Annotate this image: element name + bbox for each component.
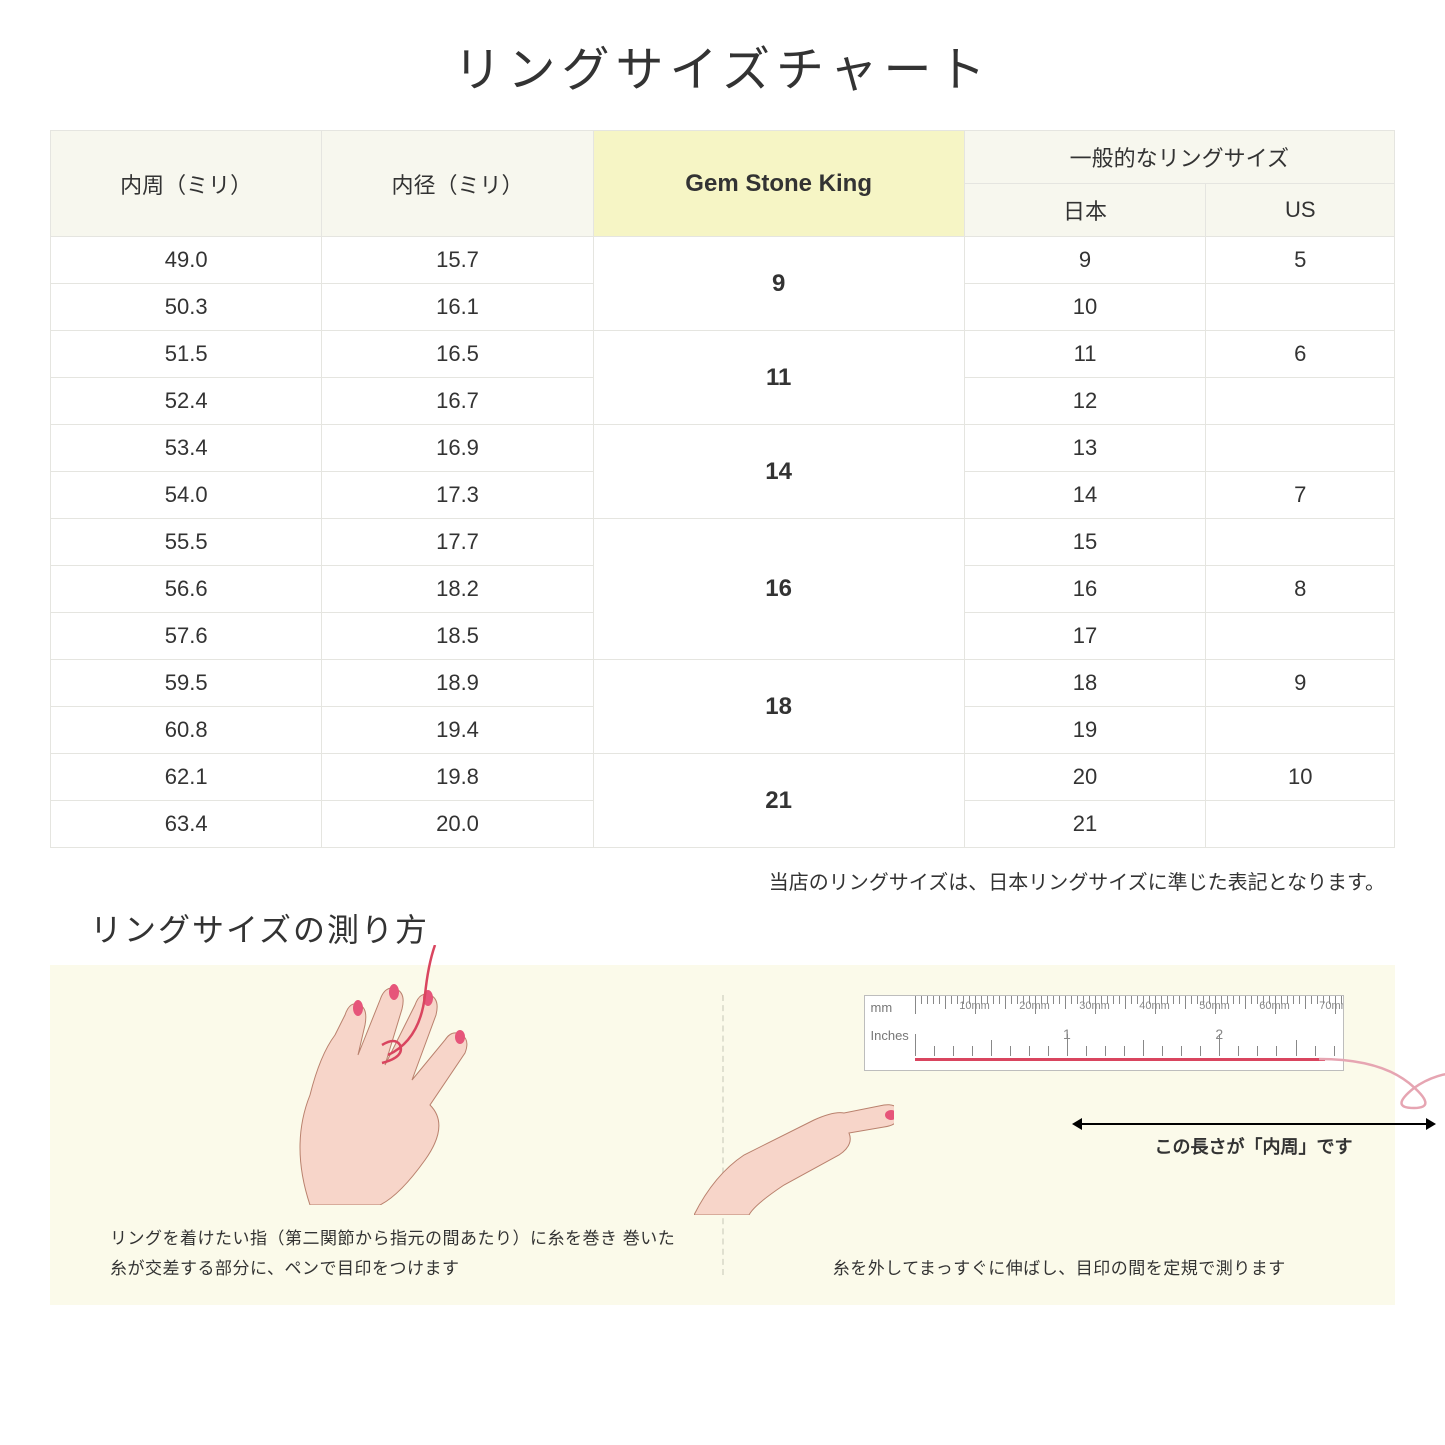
cell-japan: 21 [964,801,1206,848]
cell-japan: 16 [964,566,1206,613]
cell-us: 6 [1206,331,1395,378]
cell-gsk: 14 [593,425,964,519]
cell-gsk: 16 [593,519,964,660]
cell-circumference: 54.0 [51,472,322,519]
howto-right: mm Inches 10mm 20mm 30mm 40mm 50mm 60mm 70mm 1 2… [724,965,1396,1305]
table-row: 51.516.511116 [51,331,1395,378]
cell-japan: 19 [964,707,1206,754]
th-diameter: 内径（ミリ） [322,131,593,237]
ruler-mm-mark: 10mm [959,1000,990,1012]
size-chart-table: 内周（ミリ） 内径（ミリ） Gem Stone King 一般的なリングサイズ … [50,130,1395,848]
arrow-label: この長さが「内周」です [1064,1133,1444,1159]
cell-us [1206,378,1395,425]
th-us: US [1206,184,1395,237]
table-row: 55.517.71615 [51,519,1395,566]
ruler: mm Inches 10mm 20mm 30mm 40mm 50mm 60mm 70mm 1 2 [864,995,1344,1071]
cell-circumference: 51.5 [51,331,322,378]
cell-diameter: 18.5 [322,613,593,660]
th-circumference: 内周（ミリ） [51,131,322,237]
ruler-inch-mark: 2 [1215,1026,1223,1042]
cell-japan: 11 [964,331,1206,378]
cell-us [1206,519,1395,566]
left-caption: リングを着けたい指（第二関節から指元の間あたり）に糸を巻き 巻いた糸が交差する部… [110,1224,682,1285]
table-row: 59.518.918189 [51,660,1395,707]
note-text: 当店のリングサイズは、日本リングサイズに準じた表記となります。 [50,866,1395,895]
red-thread-line [915,1058,1325,1061]
ruler-mm-mark: 70mm [1319,1000,1343,1012]
thread-curl [1319,1053,1445,1123]
cell-circumference: 62.1 [51,754,322,801]
th-general: 一般的なリングサイズ [964,131,1394,184]
table-row: 49.015.7995 [51,237,1395,284]
table-row: 53.416.91413 [51,425,1395,472]
cell-diameter: 17.7 [322,519,593,566]
cell-circumference: 55.5 [51,519,322,566]
ruler-mm-label: mm [871,1000,893,1015]
cell-gsk: 21 [593,754,964,848]
cell-us: 9 [1206,660,1395,707]
cell-japan: 14 [964,472,1206,519]
cell-gsk: 18 [593,660,964,754]
hand-left-illustration [250,945,530,1205]
cell-us [1206,613,1395,660]
cell-us [1206,284,1395,331]
ruler-mm-mark: 30mm [1079,1000,1110,1012]
cell-us [1206,801,1395,848]
cell-circumference: 63.4 [51,801,322,848]
cell-diameter: 20.0 [322,801,593,848]
cell-circumference: 59.5 [51,660,322,707]
cell-us: 5 [1206,237,1395,284]
cell-japan: 12 [964,378,1206,425]
ruler-mm-mark: 20mm [1019,1000,1050,1012]
cell-diameter: 19.4 [322,707,593,754]
cell-japan: 18 [964,660,1206,707]
cell-diameter: 16.5 [322,331,593,378]
cell-japan: 10 [964,284,1206,331]
cell-japan: 17 [964,613,1206,660]
ruler-mm-mark: 40mm [1139,1000,1170,1012]
cell-circumference: 60.8 [51,707,322,754]
ruler-mm-mark: 60mm [1259,1000,1290,1012]
page-title: リングサイズチャート [50,30,1395,100]
ruler-inches-label: Inches [871,1028,909,1043]
cell-diameter: 16.7 [322,378,593,425]
cell-us: 8 [1206,566,1395,613]
cell-us [1206,707,1395,754]
ruler-wrap: mm Inches 10mm 20mm 30mm 40mm 50mm 60mm 70mm 1 2… [864,995,1376,1071]
cell-diameter: 18.9 [322,660,593,707]
cell-gsk: 11 [593,331,964,425]
ruler-inch-mark: 1 [1063,1026,1071,1042]
ruler-mm-mark: 50mm [1199,1000,1230,1012]
cell-diameter: 16.1 [322,284,593,331]
cell-circumference: 49.0 [51,237,322,284]
cell-japan: 15 [964,519,1206,566]
right-caption: 糸を外してまっすぐに伸ばし、目印の間を定規で測ります [764,1254,1356,1285]
cell-diameter: 18.2 [322,566,593,613]
howto-left: リングを着けたい指（第二関節から指元の間あたり）に糸を巻き 巻いた糸が交差する部… [50,965,722,1305]
cell-diameter: 15.7 [322,237,593,284]
cell-diameter: 16.9 [322,425,593,472]
cell-us: 10 [1206,754,1395,801]
th-gsk: Gem Stone King [593,131,964,237]
howto-panel: リングを着けたい指（第二関節から指元の間あたり）に糸を巻き 巻いた糸が交差する部… [50,965,1395,1305]
cell-circumference: 52.4 [51,378,322,425]
cell-circumference: 53.4 [51,425,322,472]
cell-circumference: 56.6 [51,566,322,613]
cell-japan: 20 [964,754,1206,801]
cell-diameter: 19.8 [322,754,593,801]
cell-us [1206,425,1395,472]
cell-gsk: 9 [593,237,964,331]
cell-circumference: 57.6 [51,613,322,660]
table-row: 62.119.8212010 [51,754,1395,801]
cell-circumference: 50.3 [51,284,322,331]
cell-japan: 9 [964,237,1206,284]
cell-us: 7 [1206,472,1395,519]
th-japan: 日本 [964,184,1206,237]
cell-diameter: 17.3 [322,472,593,519]
arrow-measurement: この長さが「内周」です [1064,1123,1444,1159]
cell-japan: 13 [964,425,1206,472]
